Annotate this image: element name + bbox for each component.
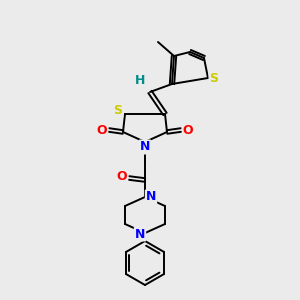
Text: S: S xyxy=(113,103,122,116)
Text: O: O xyxy=(117,169,127,182)
Text: N: N xyxy=(135,227,145,241)
Text: N: N xyxy=(146,190,156,203)
Text: S: S xyxy=(209,71,218,85)
Text: N: N xyxy=(140,140,150,154)
Text: O: O xyxy=(97,124,107,136)
Text: O: O xyxy=(183,124,193,136)
Text: H: H xyxy=(135,74,145,86)
